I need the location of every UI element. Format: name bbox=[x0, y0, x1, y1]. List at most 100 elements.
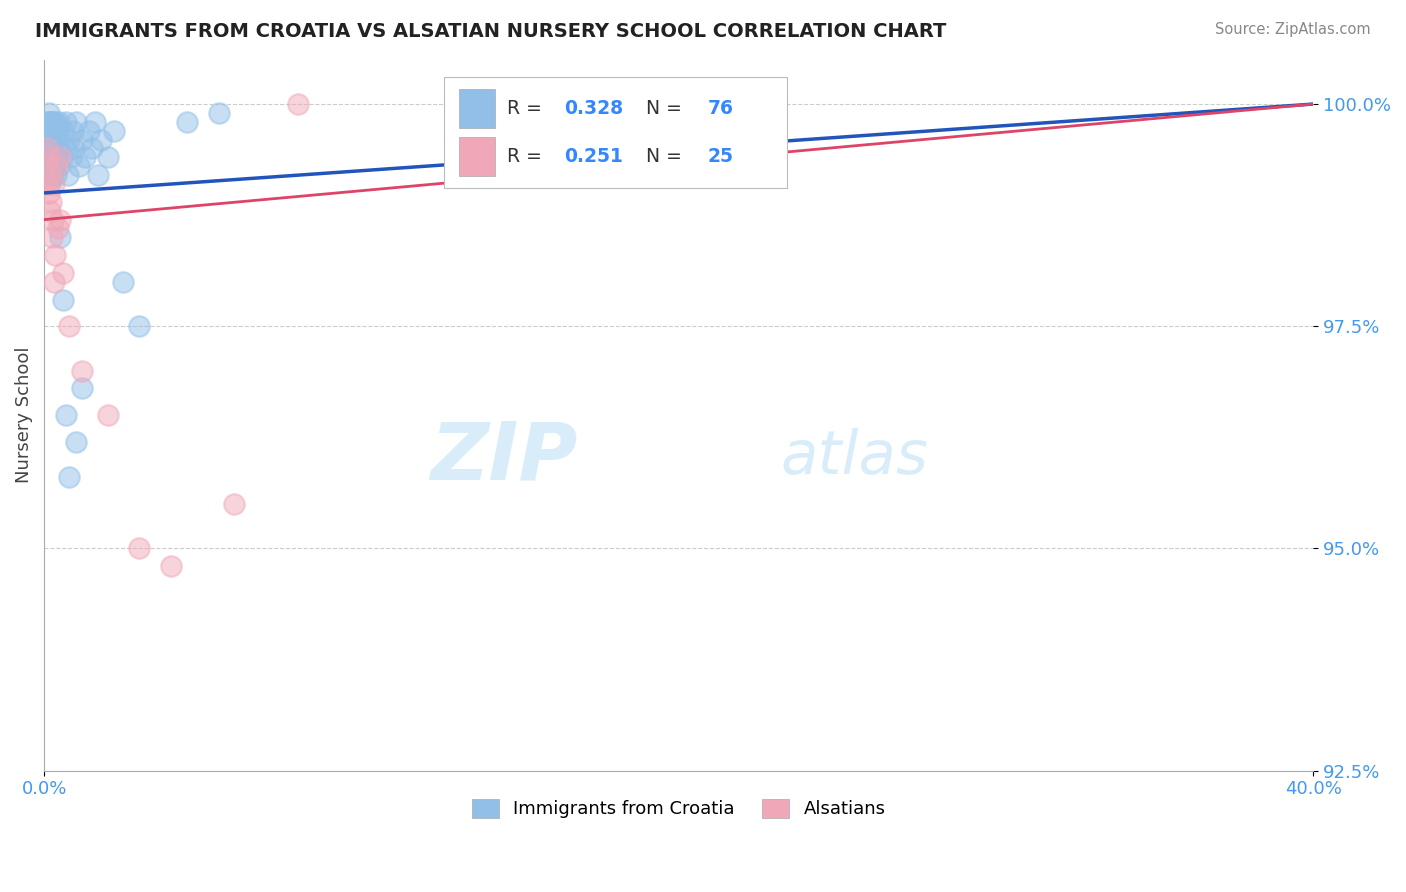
Point bbox=[35, 141, 58, 155]
Point bbox=[97, 150, 120, 164]
Text: Source: ZipAtlas.com: Source: ZipAtlas.com bbox=[1215, 22, 1371, 37]
Point bbox=[44, 141, 66, 155]
Point bbox=[37, 132, 59, 146]
Point bbox=[38, 124, 60, 138]
Point bbox=[42, 132, 65, 146]
Point bbox=[62, 124, 84, 138]
Point bbox=[176, 115, 198, 129]
Point bbox=[38, 106, 60, 120]
Point bbox=[44, 150, 66, 164]
Point bbox=[49, 132, 72, 146]
Point bbox=[42, 275, 65, 289]
Point bbox=[52, 293, 75, 307]
Point bbox=[58, 319, 80, 334]
Point bbox=[58, 470, 80, 484]
Point bbox=[55, 408, 77, 422]
Point bbox=[46, 141, 69, 155]
Point bbox=[35, 115, 58, 129]
Point bbox=[38, 203, 60, 218]
Point bbox=[45, 132, 67, 146]
Point bbox=[87, 168, 110, 182]
Point bbox=[207, 106, 229, 120]
Point bbox=[52, 124, 75, 138]
Point bbox=[39, 168, 62, 182]
Point bbox=[35, 159, 58, 173]
Point bbox=[80, 141, 103, 155]
Text: R =: R = bbox=[508, 99, 548, 118]
Point bbox=[103, 124, 125, 138]
Point bbox=[63, 141, 86, 155]
Point bbox=[46, 124, 69, 138]
Point bbox=[128, 319, 150, 334]
Point bbox=[42, 124, 65, 138]
Bar bbox=[460, 88, 495, 128]
Point bbox=[77, 124, 100, 138]
Point bbox=[39, 115, 62, 129]
Text: atlas: atlas bbox=[780, 428, 928, 487]
Point bbox=[97, 408, 120, 422]
Text: 25: 25 bbox=[707, 147, 734, 166]
Point bbox=[44, 115, 66, 129]
Point bbox=[38, 177, 60, 191]
Point bbox=[41, 132, 63, 146]
Point bbox=[41, 124, 63, 138]
Text: R =: R = bbox=[508, 147, 548, 166]
Point bbox=[42, 212, 65, 227]
Point bbox=[37, 150, 59, 164]
Point bbox=[35, 141, 58, 155]
Point bbox=[41, 150, 63, 164]
Point bbox=[65, 434, 87, 449]
Point bbox=[41, 141, 63, 155]
Point bbox=[70, 132, 93, 146]
Point bbox=[39, 115, 62, 129]
Point bbox=[52, 266, 75, 280]
Point bbox=[41, 230, 63, 244]
Point bbox=[38, 186, 60, 200]
Text: IMMIGRANTS FROM CROATIA VS ALSATIAN NURSERY SCHOOL CORRELATION CHART: IMMIGRANTS FROM CROATIA VS ALSATIAN NURS… bbox=[35, 22, 946, 41]
Point bbox=[41, 115, 63, 129]
Point bbox=[58, 132, 80, 146]
Point bbox=[42, 115, 65, 129]
Point bbox=[49, 150, 72, 164]
Point bbox=[75, 150, 97, 164]
Point bbox=[112, 275, 135, 289]
Point bbox=[39, 124, 62, 138]
Point bbox=[48, 115, 70, 129]
Point bbox=[70, 382, 93, 396]
Point bbox=[287, 97, 309, 112]
Point bbox=[42, 177, 65, 191]
Point bbox=[42, 150, 65, 164]
Point bbox=[65, 115, 87, 129]
Point bbox=[70, 364, 93, 378]
Point bbox=[38, 132, 60, 146]
Point bbox=[44, 248, 66, 262]
Point bbox=[38, 141, 60, 155]
Legend: Immigrants from Croatia, Alsatians: Immigrants from Croatia, Alsatians bbox=[464, 792, 893, 826]
Point bbox=[39, 168, 62, 182]
Point bbox=[37, 177, 59, 191]
FancyBboxPatch shape bbox=[444, 78, 786, 187]
Point bbox=[160, 559, 183, 574]
Point bbox=[49, 230, 72, 244]
Point bbox=[38, 159, 60, 173]
Point bbox=[67, 159, 90, 173]
Point bbox=[37, 124, 59, 138]
Point bbox=[49, 212, 72, 227]
Point bbox=[44, 124, 66, 138]
Point bbox=[45, 150, 67, 164]
Point bbox=[60, 150, 83, 164]
Point bbox=[53, 141, 76, 155]
Point bbox=[224, 497, 246, 511]
Point bbox=[45, 168, 67, 182]
Point bbox=[51, 150, 73, 164]
Point bbox=[45, 159, 67, 173]
Point bbox=[37, 168, 59, 182]
Point bbox=[44, 132, 66, 146]
Point bbox=[41, 159, 63, 173]
Text: 0.251: 0.251 bbox=[564, 147, 623, 166]
Point bbox=[39, 141, 62, 155]
Y-axis label: Nursery School: Nursery School bbox=[15, 347, 32, 483]
Point bbox=[39, 150, 62, 164]
Point bbox=[39, 132, 62, 146]
Point bbox=[37, 150, 59, 164]
